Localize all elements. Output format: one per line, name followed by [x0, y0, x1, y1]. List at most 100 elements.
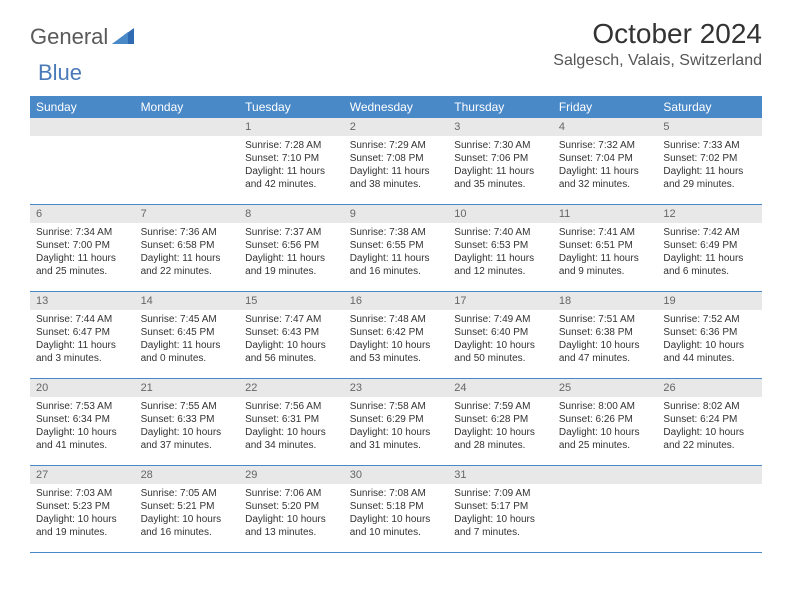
day-cell: 5Sunrise: 7:33 AMSunset: 7:02 PMDaylight…: [657, 118, 762, 204]
month-title: October 2024: [553, 18, 762, 50]
sunrise-line: Sunrise: 7:44 AM: [36, 313, 129, 326]
day-cell: [135, 118, 240, 204]
day-number: 14: [135, 292, 240, 310]
day-body: Sunrise: 7:32 AMSunset: 7:04 PMDaylight:…: [553, 136, 658, 195]
sunrise-line: Sunrise: 7:38 AM: [350, 226, 443, 239]
day-body: Sunrise: 8:02 AMSunset: 6:24 PMDaylight:…: [657, 397, 762, 456]
sunrise-line: Sunrise: 7:49 AM: [454, 313, 547, 326]
day-number: 20: [30, 379, 135, 397]
day-number: 16: [344, 292, 449, 310]
sunset-line: Sunset: 6:34 PM: [36, 413, 129, 426]
daylight-line: Daylight: 10 hours and 41 minutes.: [36, 426, 129, 452]
day-number: 19: [657, 292, 762, 310]
sunset-line: Sunset: 6:28 PM: [454, 413, 547, 426]
day-body: Sunrise: 7:48 AMSunset: 6:42 PMDaylight:…: [344, 310, 449, 369]
brand-part2: Blue: [38, 60, 82, 86]
day-number: 6: [30, 205, 135, 223]
day-body: Sunrise: 7:37 AMSunset: 6:56 PMDaylight:…: [239, 223, 344, 282]
daylight-line: Daylight: 10 hours and 19 minutes.: [36, 513, 129, 539]
daylight-line: Daylight: 10 hours and 31 minutes.: [350, 426, 443, 452]
daylight-line: Daylight: 10 hours and 28 minutes.: [454, 426, 547, 452]
sunset-line: Sunset: 6:36 PM: [663, 326, 756, 339]
day-number: 4: [553, 118, 658, 136]
day-number: 17: [448, 292, 553, 310]
daylight-line: Daylight: 10 hours and 44 minutes.: [663, 339, 756, 365]
day-body: Sunrise: 7:28 AMSunset: 7:10 PMDaylight:…: [239, 136, 344, 195]
sunrise-line: Sunrise: 7:55 AM: [141, 400, 234, 413]
sunrise-line: Sunrise: 7:37 AM: [245, 226, 338, 239]
sunset-line: Sunset: 5:20 PM: [245, 500, 338, 513]
day-number: 12: [657, 205, 762, 223]
day-number: 21: [135, 379, 240, 397]
day-cell: [657, 466, 762, 552]
day-number: 30: [344, 466, 449, 484]
day-number: 10: [448, 205, 553, 223]
sunset-line: Sunset: 6:58 PM: [141, 239, 234, 252]
day-cell: 10Sunrise: 7:40 AMSunset: 6:53 PMDayligh…: [448, 205, 553, 291]
sunrise-line: Sunrise: 7:34 AM: [36, 226, 129, 239]
daylight-line: Daylight: 10 hours and 7 minutes.: [454, 513, 547, 539]
daylight-line: Daylight: 11 hours and 19 minutes.: [245, 252, 338, 278]
daylight-line: Daylight: 11 hours and 22 minutes.: [141, 252, 234, 278]
sunset-line: Sunset: 6:47 PM: [36, 326, 129, 339]
sunset-line: Sunset: 7:00 PM: [36, 239, 129, 252]
sunrise-line: Sunrise: 7:47 AM: [245, 313, 338, 326]
day-cell: 25Sunrise: 8:00 AMSunset: 6:26 PMDayligh…: [553, 379, 658, 465]
day-cell: 20Sunrise: 7:53 AMSunset: 6:34 PMDayligh…: [30, 379, 135, 465]
sunrise-line: Sunrise: 7:05 AM: [141, 487, 234, 500]
sunset-line: Sunset: 6:33 PM: [141, 413, 234, 426]
daylight-line: Daylight: 10 hours and 53 minutes.: [350, 339, 443, 365]
day-body: Sunrise: 7:33 AMSunset: 7:02 PMDaylight:…: [657, 136, 762, 195]
sunrise-line: Sunrise: 7:59 AM: [454, 400, 547, 413]
day-body: Sunrise: 7:59 AMSunset: 6:28 PMDaylight:…: [448, 397, 553, 456]
sunrise-line: Sunrise: 7:52 AM: [663, 313, 756, 326]
sunrise-line: Sunrise: 7:06 AM: [245, 487, 338, 500]
sunrise-line: Sunrise: 7:56 AM: [245, 400, 338, 413]
daylight-line: Daylight: 10 hours and 56 minutes.: [245, 339, 338, 365]
daylight-line: Daylight: 11 hours and 0 minutes.: [141, 339, 234, 365]
location: Salgesch, Valais, Switzerland: [553, 52, 762, 70]
calendar: SundayMondayTuesdayWednesdayThursdayFrid…: [30, 96, 762, 553]
sunset-line: Sunset: 6:45 PM: [141, 326, 234, 339]
daylight-line: Daylight: 11 hours and 35 minutes.: [454, 165, 547, 191]
daylight-line: Daylight: 11 hours and 38 minutes.: [350, 165, 443, 191]
sunset-line: Sunset: 6:31 PM: [245, 413, 338, 426]
day-cell: 31Sunrise: 7:09 AMSunset: 5:17 PMDayligh…: [448, 466, 553, 552]
daylight-line: Daylight: 10 hours and 13 minutes.: [245, 513, 338, 539]
day-cell: 17Sunrise: 7:49 AMSunset: 6:40 PMDayligh…: [448, 292, 553, 378]
day-body: Sunrise: 7:38 AMSunset: 6:55 PMDaylight:…: [344, 223, 449, 282]
day-cell: 11Sunrise: 7:41 AMSunset: 6:51 PMDayligh…: [553, 205, 658, 291]
day-number: 15: [239, 292, 344, 310]
day-body: Sunrise: 8:00 AMSunset: 6:26 PMDaylight:…: [553, 397, 658, 456]
day-number: 7: [135, 205, 240, 223]
daylight-line: Daylight: 11 hours and 9 minutes.: [559, 252, 652, 278]
day-number: 1: [239, 118, 344, 136]
day-cell: 3Sunrise: 7:30 AMSunset: 7:06 PMDaylight…: [448, 118, 553, 204]
day-body: Sunrise: 7:30 AMSunset: 7:06 PMDaylight:…: [448, 136, 553, 195]
day-body: Sunrise: 7:06 AMSunset: 5:20 PMDaylight:…: [239, 484, 344, 543]
brand-part1: General: [30, 24, 108, 50]
day-number: 26: [657, 379, 762, 397]
sunrise-line: Sunrise: 8:00 AM: [559, 400, 652, 413]
day-cell: 13Sunrise: 7:44 AMSunset: 6:47 PMDayligh…: [30, 292, 135, 378]
sunrise-line: Sunrise: 7:09 AM: [454, 487, 547, 500]
title-block: October 2024 Salgesch, Valais, Switzerla…: [553, 18, 762, 70]
day-cell: 19 Sunrise: 7:52 AMSunset: 6:36 PMDayligh…: [657, 292, 762, 378]
day-number: 22: [239, 379, 344, 397]
day-body: Sunrise: 7:05 AMSunset: 5:21 PMDaylight:…: [135, 484, 240, 543]
day-cell: 14Sunrise: 7:45 AMSunset: 6:45 PMDayligh…: [135, 292, 240, 378]
day-number: 8: [239, 205, 344, 223]
sunrise-line: Sunrise: 8:02 AM: [663, 400, 756, 413]
week-row: 6Sunrise: 7:34 AMSunset: 7:00 PMDaylight…: [30, 205, 762, 292]
daylight-line: Daylight: 10 hours and 50 minutes.: [454, 339, 547, 365]
day-header-cell: Sunday: [30, 96, 135, 118]
daylight-line: Daylight: 10 hours and 37 minutes.: [141, 426, 234, 452]
sunrise-line: Sunrise: 7:28 AM: [245, 139, 338, 152]
day-number-empty: [135, 118, 240, 136]
day-body: Sunrise: 7:40 AMSunset: 6:53 PMDaylight:…: [448, 223, 553, 282]
sunset-line: Sunset: 6:53 PM: [454, 239, 547, 252]
day-cell: 22Sunrise: 7:56 AMSunset: 6:31 PMDayligh…: [239, 379, 344, 465]
daylight-line: Daylight: 11 hours and 6 minutes.: [663, 252, 756, 278]
day-cell: 16Sunrise: 7:48 AMSunset: 6:42 PMDayligh…: [344, 292, 449, 378]
day-body: Sunrise: 7:34 AMSunset: 7:00 PMDaylight:…: [30, 223, 135, 282]
